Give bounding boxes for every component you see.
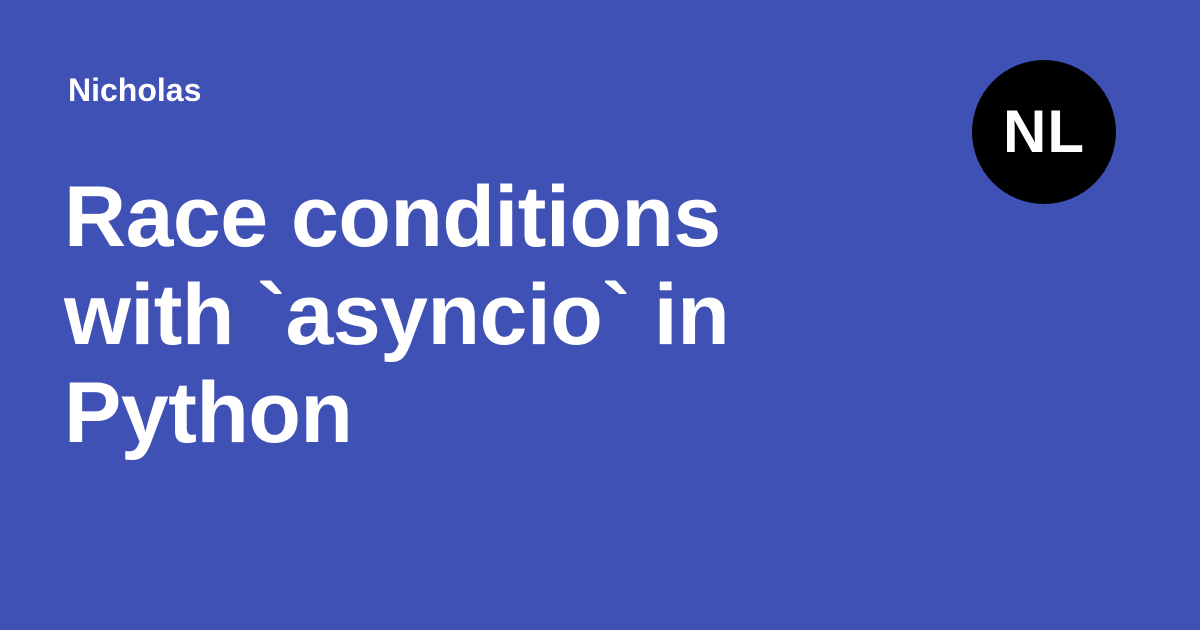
post-title: Race conditions with `asyncio` in Python (64, 169, 730, 461)
author-name: Nicholas (68, 72, 202, 108)
logo-badge: NL (972, 60, 1116, 204)
logo-initials: NL (1003, 98, 1085, 165)
